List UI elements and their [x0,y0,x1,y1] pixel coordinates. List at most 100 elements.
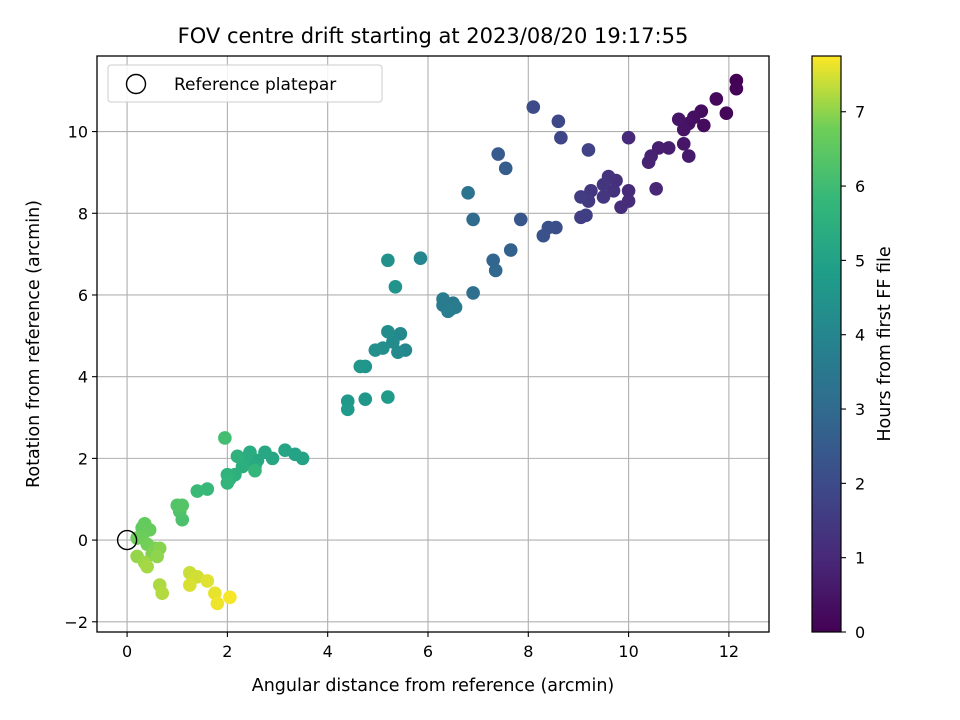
data-point [488,263,503,278]
plot-grid [97,56,769,632]
plot-points [130,73,744,611]
colorbar-label: Hours from first FF file [875,246,895,441]
y-tick-label: 4 [78,368,88,387]
x-tick-label: 6 [423,642,433,661]
data-point [182,578,197,592]
data-point [155,586,169,600]
data-point [340,402,355,417]
data-point [729,81,744,96]
data-point [661,141,676,155]
data-point [381,253,395,268]
data-point [461,186,475,200]
colorbar-tick-label: 6 [855,177,865,196]
data-point [596,177,611,192]
data-point [641,155,656,170]
data-point [526,100,541,114]
x-tick-label: 12 [719,642,739,661]
data-point [671,112,686,127]
plot-frame [96,55,770,633]
data-point [466,286,480,300]
data-point [175,498,190,513]
data-point [466,212,480,227]
data-point [621,130,636,145]
data-point [697,118,711,133]
data-point [579,208,593,223]
data-point [223,590,237,605]
colorbar-tick-label: 3 [855,400,865,419]
data-point [503,243,518,257]
x-tick-label: 10 [618,642,638,661]
y-tick-label: 2 [78,449,88,468]
data-point [574,190,588,204]
x-tick-label: 4 [323,642,333,661]
data-point [436,292,450,306]
reference-marker [116,529,138,551]
colorbar-tick-label: 2 [855,474,865,493]
data-point [190,484,205,498]
data-point [498,161,513,176]
data-point [386,335,400,349]
data-point [606,184,621,198]
data-point [381,390,395,404]
data-point [554,130,568,145]
data-point [486,253,500,268]
data-point [413,251,428,266]
data-point [621,184,636,198]
data-point [218,431,232,445]
data-point [536,228,551,243]
data-point [584,184,598,198]
x-axis-ticks: 0 2 4 6 8 10 12 [122,632,739,661]
data-point [150,549,164,564]
colorbar-ticks: 0 1 2 3 4 5 6 7 [841,103,865,642]
legend: Reference platepar [107,64,383,103]
colorbar-tick-label: 4 [855,326,865,345]
colorbar-tick-label: 1 [855,549,865,568]
data-point [649,181,663,196]
data-point [676,137,691,151]
colorbar-tick-label: 0 [855,623,865,642]
data-point [130,531,144,545]
colorbar-tick-label: 5 [855,251,865,270]
data-point [551,114,566,129]
y-tick-label: 8 [78,204,88,223]
data-point [614,200,628,214]
x-tick-label: 0 [122,642,132,661]
data-point [200,574,215,588]
y-axis-ticks: −2 0 2 4 6 8 10 [64,123,97,632]
y-tick-label: −2 [64,613,88,632]
x-axis-label: Angular distance from reference (arcmin) [252,676,615,696]
data-point [709,92,724,106]
legend-box [107,64,383,103]
data-point [676,122,691,137]
data-point [230,449,245,464]
y-axis-label: Rotation from reference (arcmin) [24,200,44,488]
data-point [596,190,611,204]
data-point [681,149,696,163]
legend-marker [125,73,147,95]
chart-title: FOV centre drift starting at 2023/08/20 … [178,24,689,48]
x-tick-label: 8 [523,642,533,661]
data-point [278,443,292,458]
x-tick-label: 2 [222,642,232,661]
data-point [388,280,403,294]
data-point [719,106,734,120]
data-point [391,345,405,359]
y-tick-label: 6 [78,286,88,305]
data-point [220,476,235,490]
data-point [353,359,368,374]
data-point [381,324,395,339]
data-point [441,304,455,319]
y-tick-label: 0 [78,531,88,550]
data-point [248,463,262,478]
colorbar-tick-label: 7 [855,103,865,122]
data-point [140,559,154,574]
legend-label: Reference platepar [174,75,336,95]
data-point [491,147,505,161]
data-point [368,343,383,357]
reference-point [116,529,138,551]
data-point [208,586,222,600]
data-point [581,143,596,157]
data-point [210,596,225,611]
data-point [513,212,528,227]
